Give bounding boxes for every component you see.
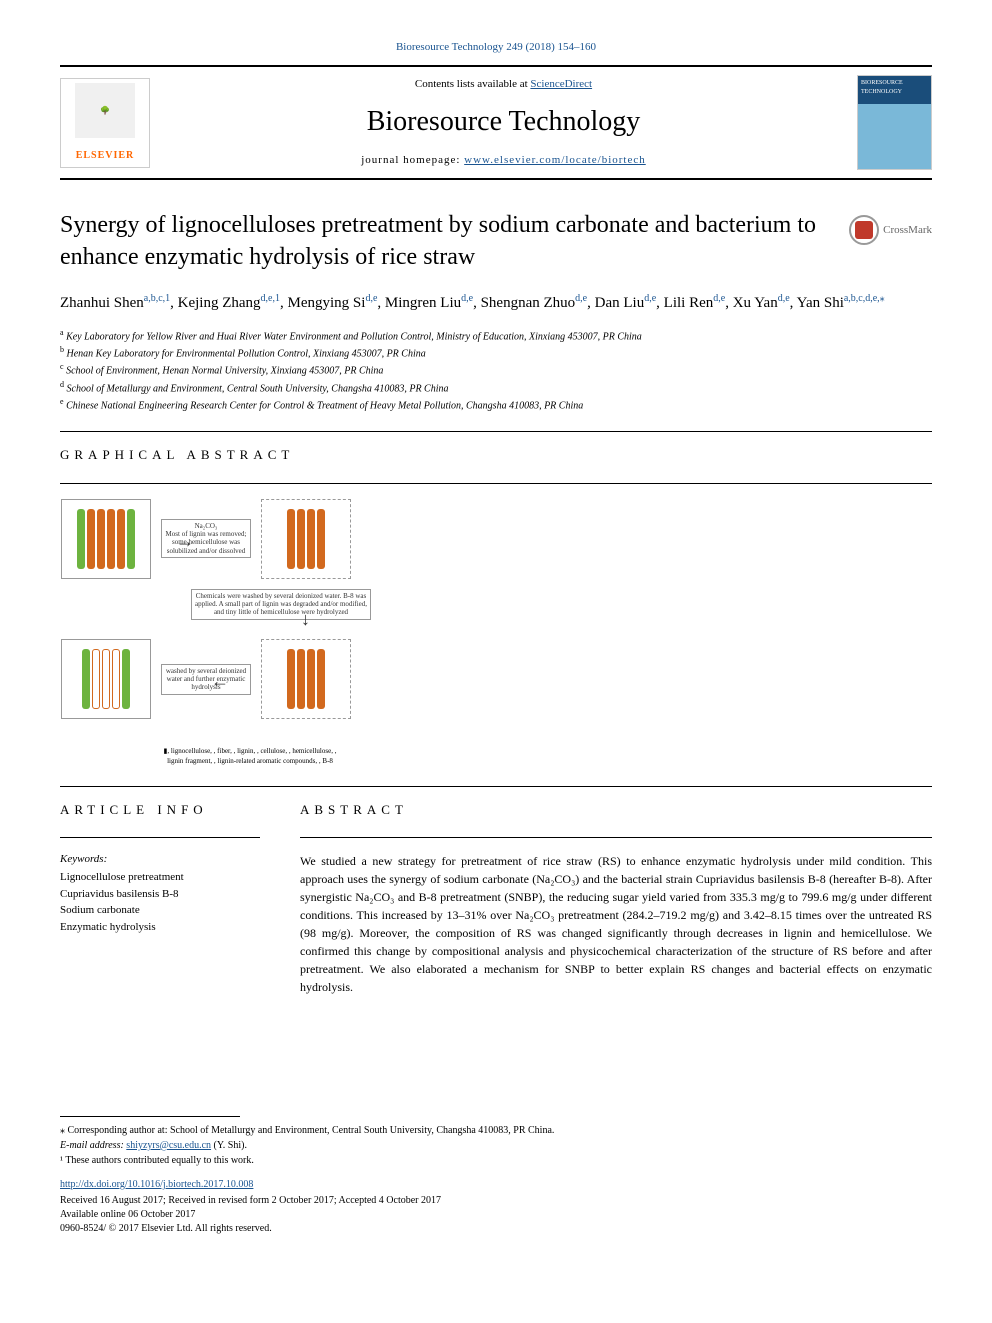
abstract-heading: ABSTRACT (300, 801, 932, 819)
journal-name: Bioresource Technology (150, 102, 857, 141)
divider (60, 837, 260, 838)
corresponding-author-note: ⁎ Corresponding author at: School of Met… (60, 1123, 932, 1138)
keyword: Enzymatic hydrolysis (60, 919, 260, 936)
keywords-list: Lignocellulose pretreatmentCupriavidus b… (60, 869, 260, 935)
article-info-heading: ARTICLE INFO (60, 801, 260, 819)
equal-contribution-note: ¹ These authors contributed equally to t… (60, 1153, 932, 1168)
email-label: E-mail address: (60, 1140, 126, 1151)
ga-na2co3-label: Na₂CO₃ (164, 522, 248, 530)
keyword: Sodium carbonate (60, 902, 260, 919)
divider (300, 837, 932, 838)
affiliation: e Chinese National Engineering Research … (60, 396, 932, 413)
affiliation: a Key Laboratory for Yellow River and Hu… (60, 327, 932, 344)
contents-prefix: Contents lists available at (415, 78, 530, 90)
info-abstract-row: ARTICLE INFO Keywords: Lignocellulose pr… (60, 801, 932, 996)
author: Mengying Sid,e (288, 295, 378, 311)
article-title: Synergy of lignocelluloses pretreatment … (60, 210, 932, 272)
affiliation: b Henan Key Laboratory for Environmental… (60, 344, 932, 361)
header-center: Contents lists available at ScienceDirec… (150, 77, 857, 169)
title-text: Synergy of lignocelluloses pretreatment … (60, 212, 816, 269)
author: Lili Rend,e (664, 295, 726, 311)
journal-header: 🌳 ELSEVIER Contents lists available at S… (60, 65, 932, 180)
author: Xu Yand,e (733, 295, 790, 311)
journal-reference: Bioresource Technology 249 (2018) 154–16… (60, 40, 932, 55)
contents-available: Contents lists available at ScienceDirec… (150, 77, 857, 92)
divider (60, 786, 932, 787)
graphical-abstract-heading: GRAPHICAL ABSTRACT (60, 446, 932, 464)
received-dates: Received 16 August 2017; Received in rev… (60, 1194, 932, 1208)
graphical-abstract-figure: → Na₂CO₃ Most of lignin was removed; som… (60, 498, 440, 768)
affiliations-list: a Key Laboratory for Yellow River and Hu… (60, 327, 932, 414)
ga-label-1: Na₂CO₃ Most of lignin was removed; some … (161, 519, 251, 559)
crossmark-icon (849, 215, 879, 245)
ga-legend: ▮, lignocellulose, , fiber, , lignin, , … (61, 747, 439, 767)
keyword: Lignocellulose pretreatment (60, 869, 260, 886)
ga-legend-1: , lignocellulose, , fiber, , lignin, , c… (167, 747, 336, 755)
article-info-column: ARTICLE INFO Keywords: Lignocellulose pr… (60, 801, 260, 996)
footnotes: ⁎ Corresponding author at: School of Met… (60, 1123, 932, 1168)
affiliation: c School of Environment, Henan Normal Un… (60, 361, 932, 378)
keywords-label: Keywords: (60, 852, 260, 867)
online-date: Available online 06 October 2017 (60, 1208, 932, 1222)
journal-homepage: journal homepage: www.elsevier.com/locat… (150, 153, 857, 168)
ga-legend-2: lignin fragment, , lignin-related aromat… (167, 757, 333, 765)
abstract-text: We studied a new strategy for pretreatme… (300, 852, 932, 996)
author: Yan Shia,b,c,d,e,⁎ (797, 295, 885, 311)
author: Zhanhui Shena,b,c,1 (60, 295, 170, 311)
authors-list: Zhanhui Shena,b,c,1, Kejing Zhangd,e,1, … (60, 291, 932, 315)
journal-cover-thumbnail: BIORESOURCE TECHNOLOGY (857, 75, 932, 170)
email-person: (Y. Shi). (211, 1140, 247, 1151)
affiliation: d School of Metallurgy and Environment, … (60, 379, 932, 396)
elsevier-logo: 🌳 ELSEVIER (60, 78, 150, 168)
divider (60, 431, 932, 432)
email-line: E-mail address: shiyzyrs@csu.edu.cn (Y. … (60, 1138, 932, 1153)
elsevier-text: ELSEVIER (76, 149, 135, 163)
ga-label-3: washed by several deionized water and fu… (161, 664, 251, 695)
ga-sublabel-1: Most of lignin was removed; some hemicel… (164, 530, 248, 555)
sciencedirect-link[interactable]: ScienceDirect (530, 78, 592, 90)
keyword: Cupriavidus basilensis B-8 (60, 886, 260, 903)
abstract-column: ABSTRACT We studied a new strategy for p… (300, 801, 932, 996)
crossmark-badge[interactable]: CrossMark (849, 215, 932, 245)
crossmark-text: CrossMark (883, 223, 932, 237)
author: Shengnan Zhuod,e (481, 295, 588, 311)
homepage-link[interactable]: www.elsevier.com/locate/biortech (464, 154, 646, 166)
author: Dan Liud,e (595, 295, 657, 311)
doi-link[interactable]: http://dx.doi.org/10.1016/j.biortech.201… (60, 1178, 932, 1192)
homepage-prefix: journal homepage: (361, 154, 464, 166)
footer-divider (60, 1116, 240, 1117)
issn-copyright: 0960-8524/ © 2017 Elsevier Ltd. All righ… (60, 1222, 932, 1236)
divider (60, 483, 932, 484)
publication-info: Received 16 August 2017; Received in rev… (60, 1194, 932, 1236)
author: Mingren Liud,e (385, 295, 473, 311)
author: Kejing Zhangd,e,1 (178, 295, 280, 311)
ga-label-2: Chemicals were washed by several deioniz… (191, 589, 371, 620)
email-link[interactable]: shiyzyrs@csu.edu.cn (126, 1140, 211, 1151)
elsevier-tree-icon: 🌳 (75, 83, 135, 138)
